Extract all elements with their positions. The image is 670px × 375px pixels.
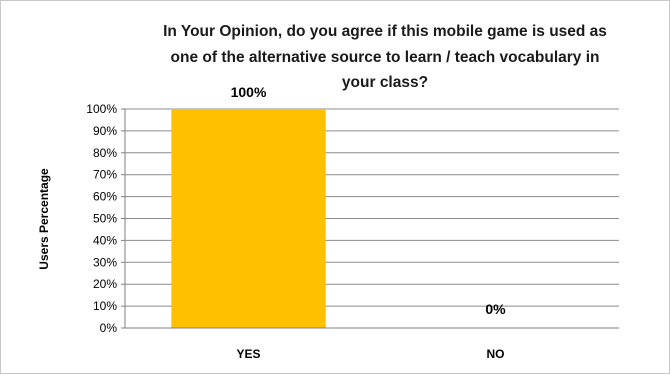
chart-title: In Your Opinion, do you agree if this mo… — [163, 23, 607, 91]
data-label-yes: 100% — [231, 84, 267, 100]
data-label-no: 0% — [485, 301, 506, 317]
y-tick-label: 40% — [93, 233, 117, 247]
y-tick-label: 70% — [93, 168, 117, 182]
y-tick-label: 30% — [93, 255, 117, 269]
x-category-label: YES — [236, 347, 260, 361]
data-labels: 100% 0% — [231, 84, 507, 317]
chart-title-line-1: In Your Opinion, do you agree if this mo… — [163, 23, 607, 40]
chart-title-line-2: one of the alternative source to learn /… — [171, 49, 600, 66]
y-tick-label: 0% — [100, 321, 118, 335]
y-tick-label: 10% — [93, 299, 117, 313]
y-axis-title: Users Percentage — [37, 168, 51, 270]
y-tick-label: 100% — [86, 102, 117, 116]
y-tick-label: 80% — [93, 146, 117, 160]
y-tick-label: 20% — [93, 277, 117, 291]
chart-title-line-3: your class? — [342, 74, 428, 91]
x-category-labels: YES NO — [236, 347, 504, 361]
y-tick-labels: 0% 10% 20% 30% 40% 50% 60% 70% 80% 90% 100% — [86, 102, 125, 335]
x-category-label: NO — [487, 347, 505, 361]
y-tick-label: 90% — [93, 124, 117, 138]
bar-yes — [171, 109, 326, 328]
y-tick-label: 60% — [93, 190, 117, 204]
bars — [171, 109, 326, 328]
y-tick-label: 50% — [93, 212, 117, 226]
